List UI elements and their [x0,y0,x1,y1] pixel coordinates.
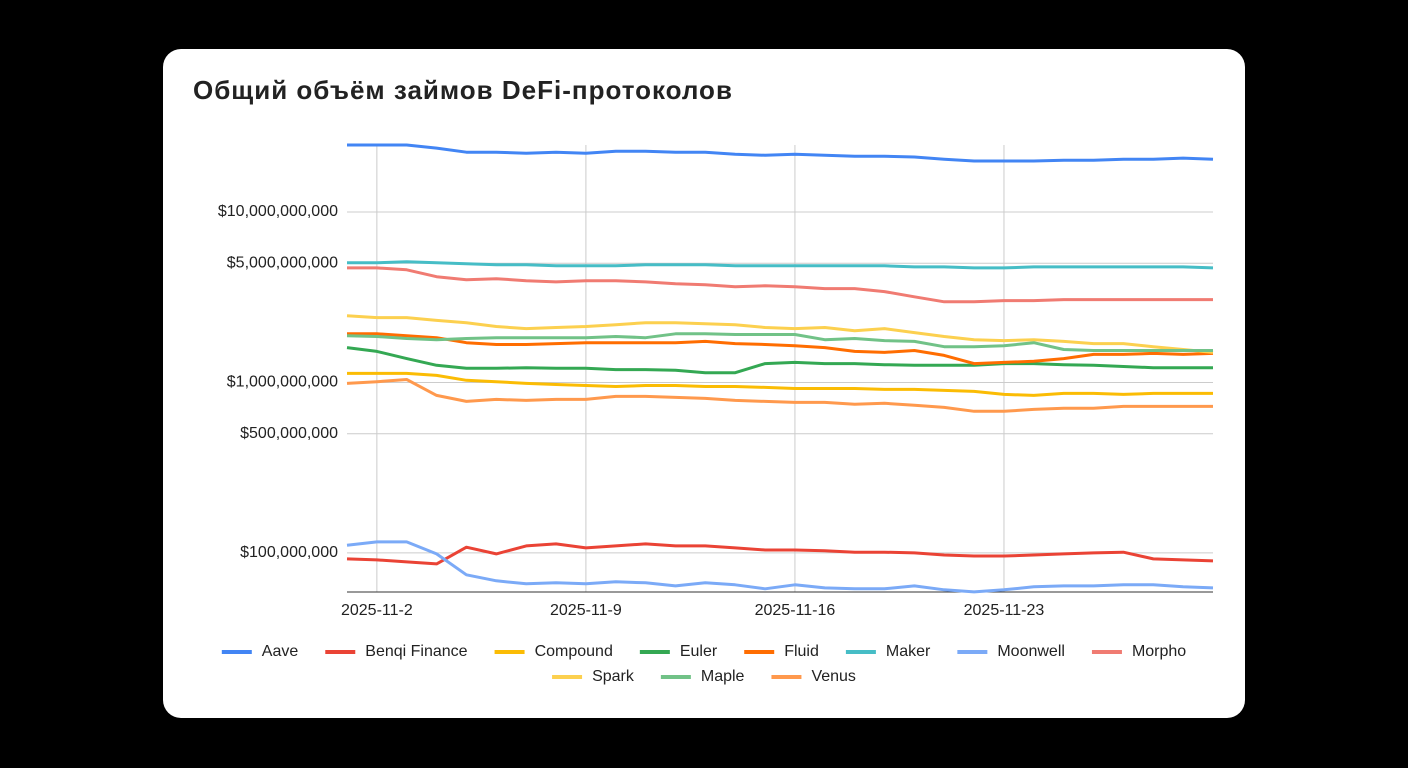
series-line [347,260,1214,270]
y-tick-label: $100,000,000 [240,544,338,561]
legend-label: Euler [680,643,718,660]
legend-label: Venus [811,668,855,685]
y-tick-label: $5,000,000,000 [227,254,338,271]
y-tick-label: $10,000,000,000 [218,203,338,220]
series-line [346,540,1214,594]
series-line [346,542,1214,566]
series-line [347,266,1213,304]
legend-label: Aave [262,643,299,660]
series-line [347,371,1213,397]
series-line [346,332,1213,352]
y-tick-label: $1,000,000,000 [227,374,338,391]
x-tick-label: 2025-11-2 [341,602,413,619]
series-line [346,346,1213,375]
legend-label: Morpho [1132,643,1186,660]
legend-label: Maker [886,643,931,660]
series-line [346,314,1214,354]
legend-label: Fluid [784,643,819,660]
x-tick-label: 2025-11-23 [964,602,1045,619]
chart-title: Общий объём займов DeFi-протоколов [193,75,733,105]
x-tick-label: 2025-11-9 [550,602,622,619]
legend-label: Moonwell [997,643,1065,660]
series-line [347,332,1214,366]
legend-label: Spark [592,668,635,685]
x-tick-label: 2025-11-16 [755,602,836,619]
series-line [346,378,1213,413]
legend-label: Benqi Finance [365,643,467,660]
legend-label: Maple [701,668,745,685]
legend-label: Compound [535,643,613,660]
y-tick-label: $500,000,000 [240,425,338,442]
series-line [347,143,1214,163]
